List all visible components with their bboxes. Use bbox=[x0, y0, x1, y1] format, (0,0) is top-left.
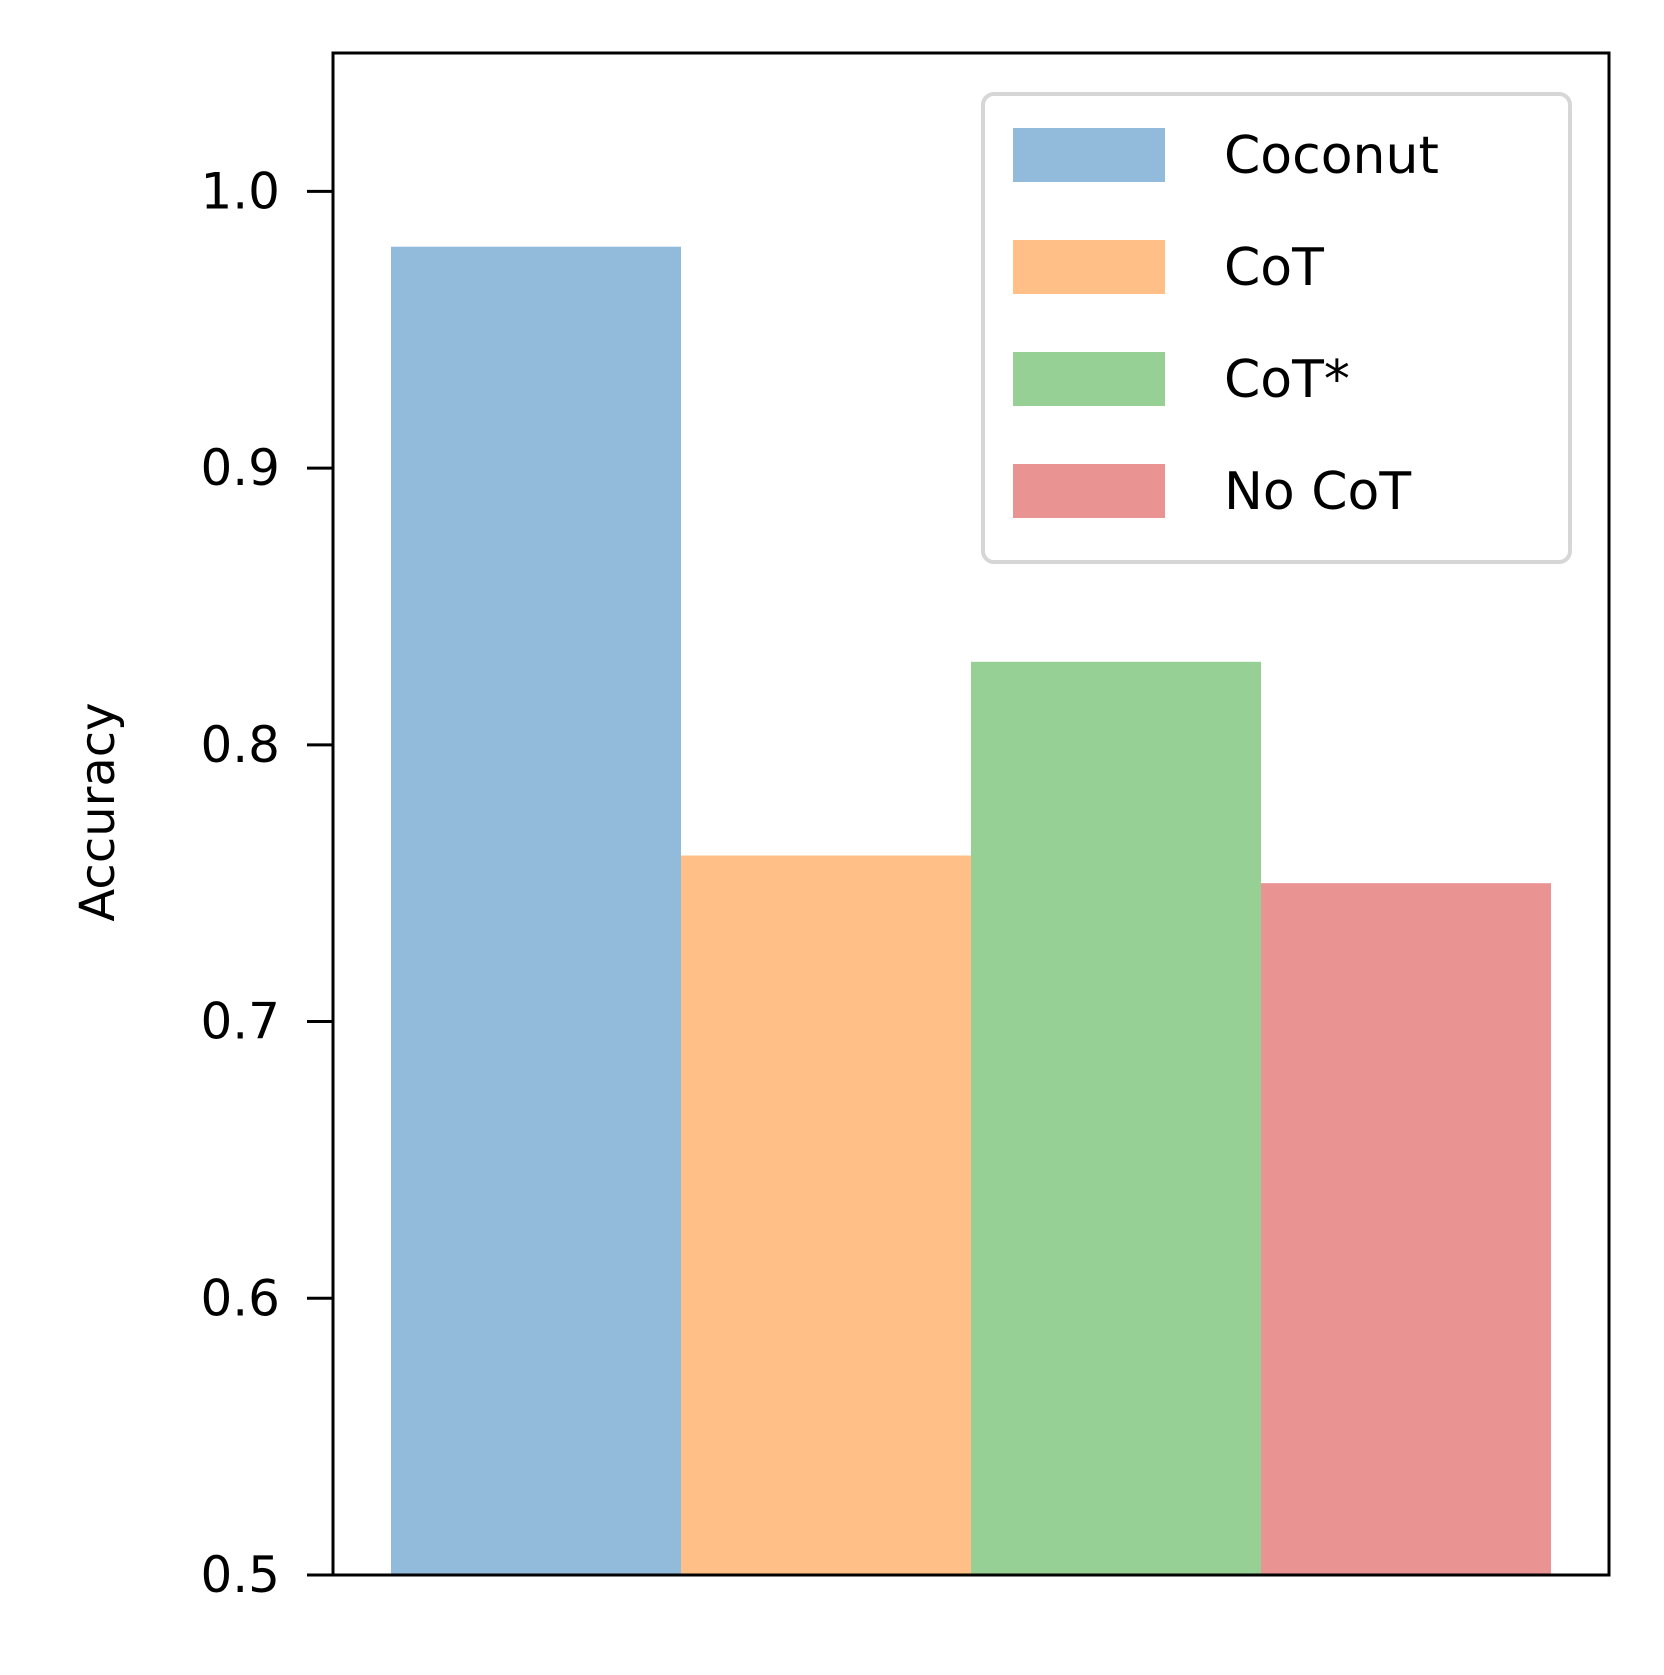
y-axis-ticks: 0.5 0.6 0.7 0.8 0.9 1.0 bbox=[200, 162, 333, 1604]
y-tick-label: 1.0 bbox=[200, 162, 280, 220]
legend-label: CoT* bbox=[1224, 350, 1350, 410]
y-tick-label: 0.5 bbox=[200, 1546, 280, 1604]
legend-swatch bbox=[1013, 128, 1165, 182]
y-tick-label: 0.9 bbox=[200, 439, 280, 497]
legend-label: CoT bbox=[1224, 238, 1324, 298]
legend-label: No CoT bbox=[1224, 462, 1411, 522]
y-tick-label: 0.7 bbox=[200, 993, 280, 1051]
legend: Coconut CoT CoT* No CoT bbox=[981, 92, 1572, 564]
y-tick-label: 0.8 bbox=[200, 716, 280, 774]
bar-no-cot bbox=[1261, 883, 1551, 1575]
plot-frame bbox=[331, 51, 1611, 1577]
bar-cot bbox=[681, 855, 971, 1575]
y-tick-label: 0.6 bbox=[200, 1269, 280, 1327]
legend-swatch bbox=[1013, 352, 1165, 406]
y-axis-label: Accuracy bbox=[70, 702, 126, 921]
legend-swatch bbox=[1013, 464, 1165, 518]
bar-cot bbox=[971, 661, 1261, 1575]
legend-swatch bbox=[1013, 240, 1165, 294]
legend-frame bbox=[981, 92, 1572, 564]
bars bbox=[391, 246, 1551, 1575]
legend-label: Coconut bbox=[1224, 126, 1439, 186]
bar-coconut bbox=[391, 246, 681, 1575]
